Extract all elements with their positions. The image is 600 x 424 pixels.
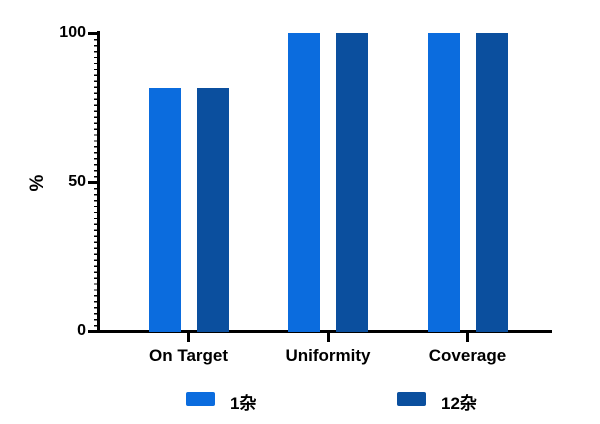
- x-tick-mark: [326, 333, 330, 342]
- y-tick-label: 50: [68, 173, 86, 190]
- x-tick-mark: [466, 333, 469, 342]
- y-tick-label: 0: [77, 322, 86, 339]
- y-tick-mark: [88, 31, 100, 35]
- x-axis-line: [88, 330, 552, 333]
- y-tick-mark: [88, 180, 100, 184]
- bar-on-target-series-2: [196, 88, 229, 332]
- legend-swatch: [186, 392, 215, 406]
- legend-swatch: [397, 392, 426, 406]
- y-tick-label: 100: [59, 24, 86, 41]
- legend-label: 12杂: [441, 394, 477, 413]
- legend-label: 1杂: [230, 394, 257, 413]
- bar-uniformity-series-1: [288, 33, 320, 332]
- x-category-label: Coverage: [428, 346, 507, 365]
- x-tick-mark: [187, 333, 190, 342]
- x-category-label: Uniformity: [285, 346, 371, 365]
- y-tick-mark: [88, 329, 100, 333]
- bar-uniformity-series-2: [336, 33, 368, 332]
- bar-coverage-series-1: [427, 33, 460, 332]
- bar-coverage-series-2: [475, 33, 508, 332]
- bar-on-target-series-1: [148, 88, 181, 332]
- x-category-label: On Target: [148, 346, 229, 365]
